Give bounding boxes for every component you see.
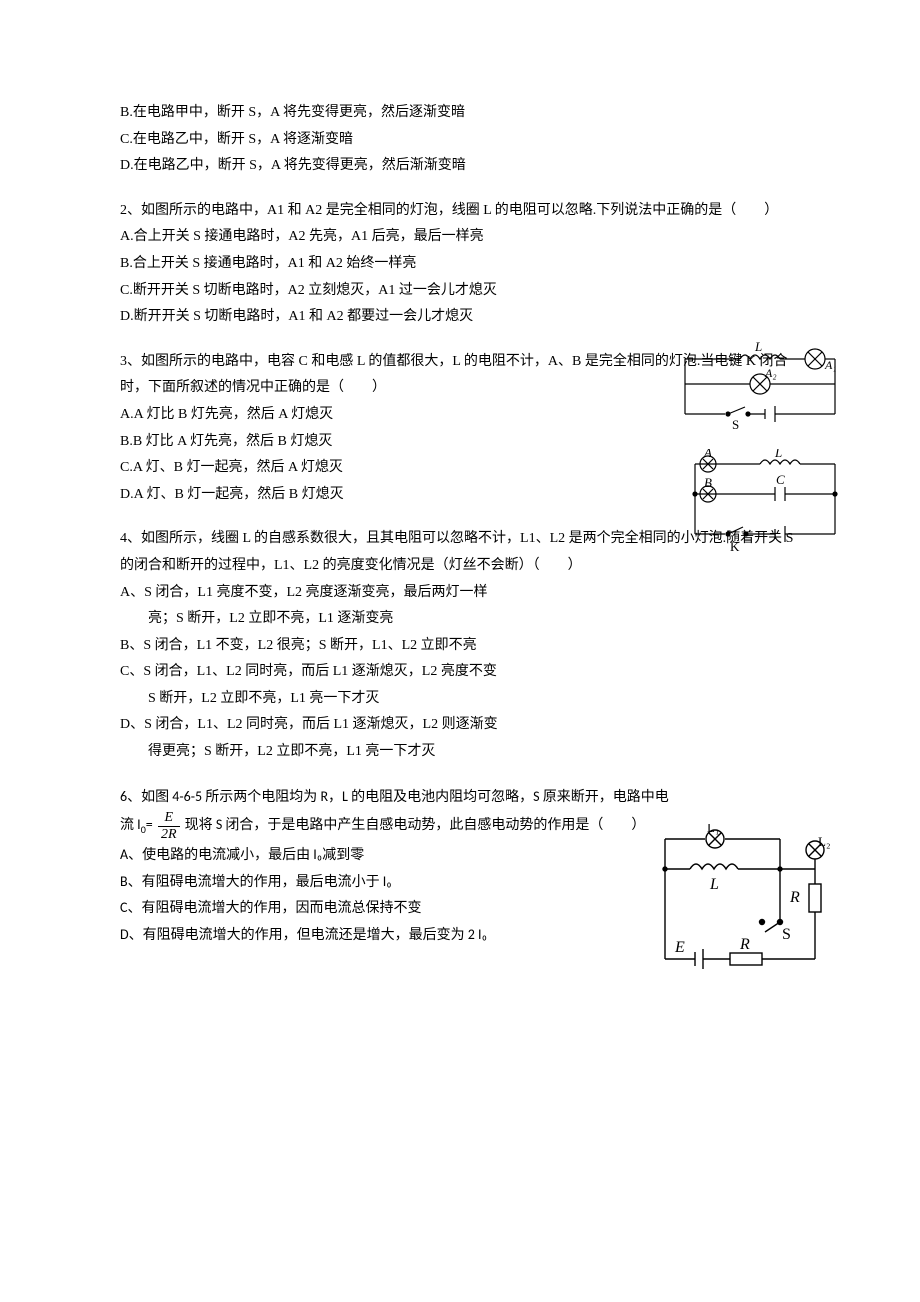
question-2: 2、如图所示的电路中，A1 和 A2 是完全相同的灯泡，线圈 L 的电阻可以忽略… bbox=[120, 198, 800, 331]
q2-option-b: B.合上开关 S 接通电路时，A1 和 A2 始终一样亮 bbox=[120, 251, 800, 278]
svg-text:R: R bbox=[789, 889, 800, 906]
svg-text:S: S bbox=[732, 417, 739, 429]
svg-text:L: L bbox=[774, 449, 782, 460]
q4-option-b: B、S 闭合，L1 不变，L2 很亮；S 断开，L1、L2 立即不亮 bbox=[120, 633, 800, 660]
q2-circuit-diagram: L A₁ A₂ S bbox=[670, 339, 850, 429]
svg-text:L₁: L₁ bbox=[707, 824, 719, 835]
svg-text:L: L bbox=[754, 339, 762, 354]
question-3: L A₁ A₂ S 3、如图所示的电路中，电容 C 和电感 L 的值都很大，L … bbox=[120, 349, 800, 509]
q6-stem-mid-b: = bbox=[146, 816, 153, 833]
q2-stem: 2、如图所示的电路中，A1 和 A2 是完全相同的灯泡，线圈 L 的电阻可以忽略… bbox=[120, 198, 800, 225]
q2-option-c: C.断开开关 S 切断电路时，A2 立刻熄灭，A1 过一会儿才熄灭 bbox=[120, 278, 800, 305]
q6-stem-mid-a: 流 I bbox=[120, 816, 141, 833]
svg-text:L₂: L₂ bbox=[818, 834, 830, 849]
svg-text:R: R bbox=[739, 936, 750, 953]
q6-fraction: E 2R bbox=[158, 810, 180, 842]
q6-stem-post: 现将 S 闭合，于是电路中产生自感电动势，此自感电动势的作用是（ ） bbox=[185, 816, 646, 833]
question-1-partial: B.在电路甲中，断开 S，A 将先变得更亮，然后逐渐变暗 C.在电路乙中，断开 … bbox=[120, 100, 800, 180]
q4-option-d: D、S 闭合，L1、L2 同时亮，而后 L1 逐渐熄灭，L2 则逐渐变 得更亮；… bbox=[120, 712, 800, 765]
q2-option-d: D.断开开关 S 切断电路时，A1 和 A2 都要过一会儿才熄灭 bbox=[120, 304, 800, 331]
svg-text:A: A bbox=[703, 449, 712, 460]
svg-text:A₁: A₁ bbox=[824, 358, 837, 372]
question-6: L₁ L₂ L R S E R 6、如图 4-6-5 所示两个电阻均为 R，L … bbox=[120, 784, 800, 949]
svg-text:C: C bbox=[776, 472, 785, 487]
svg-text:A₂: A₂ bbox=[764, 366, 777, 380]
q6-stem-line1: 6、如图 4-6-5 所示两个电阻均为 R，L 的电阻及电池内阻均可忽略，S 原… bbox=[120, 784, 800, 811]
q6-frac-num: E bbox=[158, 810, 180, 826]
svg-text:E: E bbox=[674, 939, 685, 956]
q1-option-c: C.在电路乙中，断开 S，A 将逐渐变暗 bbox=[120, 127, 800, 154]
q2-option-a: A.合上开关 S 接通电路时，A2 先亮，A1 后亮，最后一样亮 bbox=[120, 224, 800, 251]
q1-option-d: D.在电路乙中，断开 S，A 将先变得更亮，然后渐渐变暗 bbox=[120, 153, 800, 180]
svg-text:L: L bbox=[709, 876, 719, 893]
q1-option-b: B.在电路甲中，断开 S，A 将先变得更亮，然后逐渐变暗 bbox=[120, 100, 800, 127]
q4-option-a: A、S 闭合，L1 亮度不变，L2 亮度逐渐变亮，最后两灯一样 亮；S 断开，L… bbox=[120, 580, 800, 633]
q6-frac-den: 2R bbox=[158, 827, 180, 842]
svg-text:S: S bbox=[782, 926, 791, 943]
svg-text:B: B bbox=[704, 475, 712, 490]
question-4: 4、如图所示，线圈 L 的自感系数很大，且其电阻可以忽略不计，L1、L2 是两个… bbox=[120, 526, 800, 765]
q4-option-c: C、S 闭合，L1、L2 同时亮，而后 L1 逐渐熄灭，L2 亮度不变 S 断开… bbox=[120, 659, 800, 712]
q4-stem: 4、如图所示，线圈 L 的自感系数很大，且其电阻可以忽略不计，L1、L2 是两个… bbox=[120, 526, 800, 579]
q6-circuit-diagram: L₁ L₂ L R S E R bbox=[650, 824, 830, 974]
